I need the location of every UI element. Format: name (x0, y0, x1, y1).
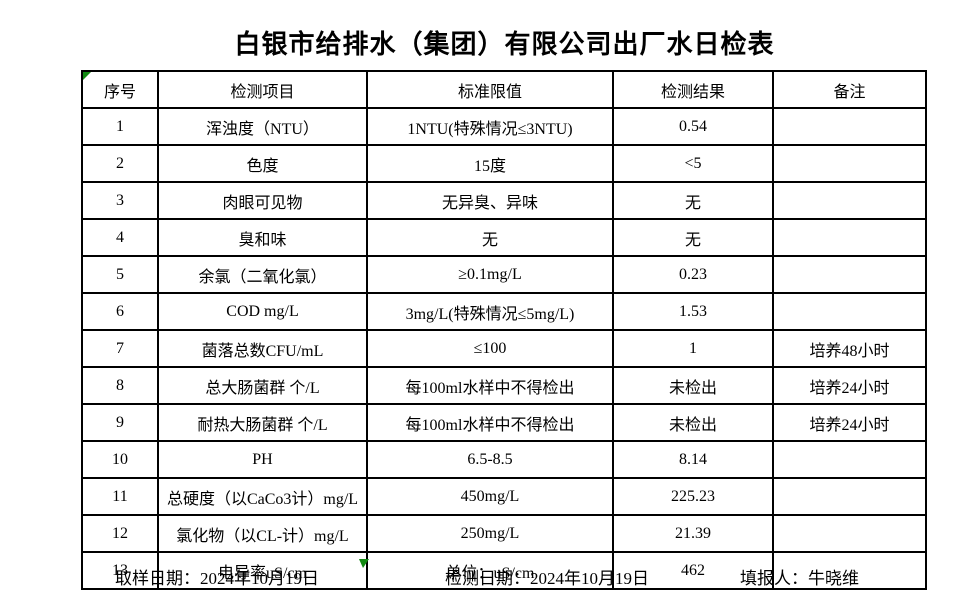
cell-no: 8 (81, 366, 159, 405)
cell-no: 6 (81, 292, 159, 331)
cell-item: COD mg/L (157, 292, 368, 331)
cell-no: 12 (81, 514, 159, 553)
cell-no: 9 (81, 403, 159, 442)
cell-item: 氯化物（以CL-计）mg/L (157, 514, 368, 553)
cell-no: 13 (81, 551, 159, 590)
table-row: 13 电导率uS/cm 单位：uS/cm 462 (81, 551, 927, 590)
cell-limit: ≥0.1mg/L (366, 255, 614, 294)
green-selection-marker-icon (359, 559, 369, 568)
cell-item: 总大肠菌群 个/L (157, 366, 368, 405)
cell-result: 462 (612, 551, 774, 590)
cell-result: <5 (612, 144, 774, 183)
cell-result: 未检出 (612, 366, 774, 405)
cell-limit: 每100ml水样中不得检出 (366, 366, 614, 405)
cell-limit: 单位：uS/cm (366, 551, 614, 590)
cell-item: PH (157, 440, 368, 479)
cell-remark (772, 107, 927, 146)
header-no: 序号 (81, 70, 159, 109)
cell-result: 0.54 (612, 107, 774, 146)
cell-remark (772, 144, 927, 183)
cell-no: 1 (81, 107, 159, 146)
table-row: 12 氯化物（以CL-计）mg/L 250mg/L 21.39 (81, 514, 927, 553)
cell-no: 7 (81, 329, 159, 368)
cell-result: 未检出 (612, 403, 774, 442)
cell-item: 臭和味 (157, 218, 368, 257)
cell-remark (772, 292, 927, 331)
table-header: 序号 检测项目 标准限值 检测结果 备注 (81, 70, 927, 109)
cell-limit: 1NTU(特殊情况≤3NTU) (366, 107, 614, 146)
cell-result: 1.53 (612, 292, 774, 331)
cell-result: 1 (612, 329, 774, 368)
cell-remark (772, 477, 927, 516)
table-row: 11 总硬度（以CaCo3计）mg/L 450mg/L 225.23 (81, 477, 927, 516)
cell-item: 色度 (157, 144, 368, 183)
cell-result: 225.23 (612, 477, 774, 516)
cell-result: 8.14 (612, 440, 774, 479)
header-item: 检测项目 (157, 70, 368, 109)
table-row: 8 总大肠菌群 个/L 每100ml水样中不得检出 未检出 培养24小时 (81, 366, 927, 405)
cell-no: 3 (81, 181, 159, 220)
cell-remark: 培养48小时 (772, 329, 927, 368)
table-row: 7 菌落总数CFU/mL ≤100 1 培养48小时 (81, 329, 927, 368)
sample-date-label: 取样日期：2024年10月19日 (115, 569, 319, 588)
cell-no: 5 (81, 255, 159, 294)
cell-result: 0.23 (612, 255, 774, 294)
cell-result: 无 (612, 218, 774, 257)
table-row: 6 COD mg/L 3mg/L(特殊情况≤5mg/L) 1.53 (81, 292, 927, 331)
table-row: 1 浑浊度（NTU） 1NTU(特殊情况≤3NTU) 0.54 (81, 107, 927, 146)
table-row: 3 肉眼可见物 无异臭、异味无 (81, 181, 927, 220)
cell-remark: 培养24小时 (772, 366, 927, 405)
cell-item: 电导率uS/cm (157, 551, 368, 590)
cell-remark (772, 551, 927, 590)
cell-item: 肉眼可见物 (157, 181, 368, 220)
cell-limit: ≤100 (366, 329, 614, 368)
cell-limit: 250mg/L (366, 514, 614, 553)
cell-item: 耐热大肠菌群 个/L (157, 403, 368, 442)
cell-limit: 450mg/L (366, 477, 614, 516)
header-result: 检测结果 (612, 70, 774, 109)
water-inspection-table: 序号 检测项目 标准限值 检测结果 备注 1 浑浊度（NTU） 1NTU(特殊情况≤… (81, 70, 927, 590)
cell-remark (772, 440, 927, 479)
cell-remark (772, 514, 927, 553)
cell-remark (772, 181, 927, 220)
cell-item: 菌落总数CFU/mL (157, 329, 368, 368)
cell-remark (772, 255, 927, 294)
reporter-label: 填报人：牛晓维 (740, 569, 859, 588)
cell-limit: 无异臭、异味 (366, 181, 614, 220)
green-cell-indicator-icon (83, 72, 91, 80)
table-row: 9 耐热大肠菌群 个/L 每100ml水样中不得检出 未检出 培养24小时 (81, 403, 927, 442)
cell-no: 2 (81, 144, 159, 183)
cell-limit: 3mg/L(特殊情况≤5mg/L) (366, 292, 614, 331)
cell-result: 无 (612, 181, 774, 220)
cell-result: 21.39 (612, 514, 774, 553)
cell-no: 4 (81, 218, 159, 257)
header-row: 序号 检测项目 标准限值 检测结果 备注 (81, 70, 927, 109)
table-body: 1 浑浊度（NTU） 1NTU(特殊情况≤3NTU) 0.54 2 色度 15度 <5 3 肉眼可… (81, 107, 927, 590)
header-limit: 标准限值 (366, 70, 614, 109)
cell-limit: 每100ml水样中不得检出 (366, 403, 614, 442)
cell-no: 10 (81, 440, 159, 479)
page-title: 白银市给排水（集团）有限公司出厂水日检表 (234, 30, 775, 59)
cell-limit: 6.5-8.5 (366, 440, 614, 479)
cell-limit: 无 (366, 218, 614, 257)
table-row: 10 PH 6.5-8.5 8.14 (81, 440, 927, 479)
cell-limit: 15度 (366, 144, 614, 183)
cell-item: 总硬度（以CaCo3计）mg/L (157, 477, 368, 516)
table-row: 2 色度 15度 <5 (81, 144, 927, 183)
test-date-label: 检测日期：2024年10月19日 (445, 569, 649, 588)
cell-no: 11 (81, 477, 159, 516)
cell-item: 余氯（二氧化氯） (157, 255, 368, 294)
cell-remark (772, 218, 927, 257)
table-row: 5 余氯（二氧化氯） ≥0.1mg/L 0.23 (81, 255, 927, 294)
cell-remark: 培养24小时 (772, 403, 927, 442)
table-row: 4 臭和味无无 (81, 218, 927, 257)
cell-item: 浑浊度（NTU） (157, 107, 368, 146)
header-remark: 备注 (772, 70, 927, 109)
